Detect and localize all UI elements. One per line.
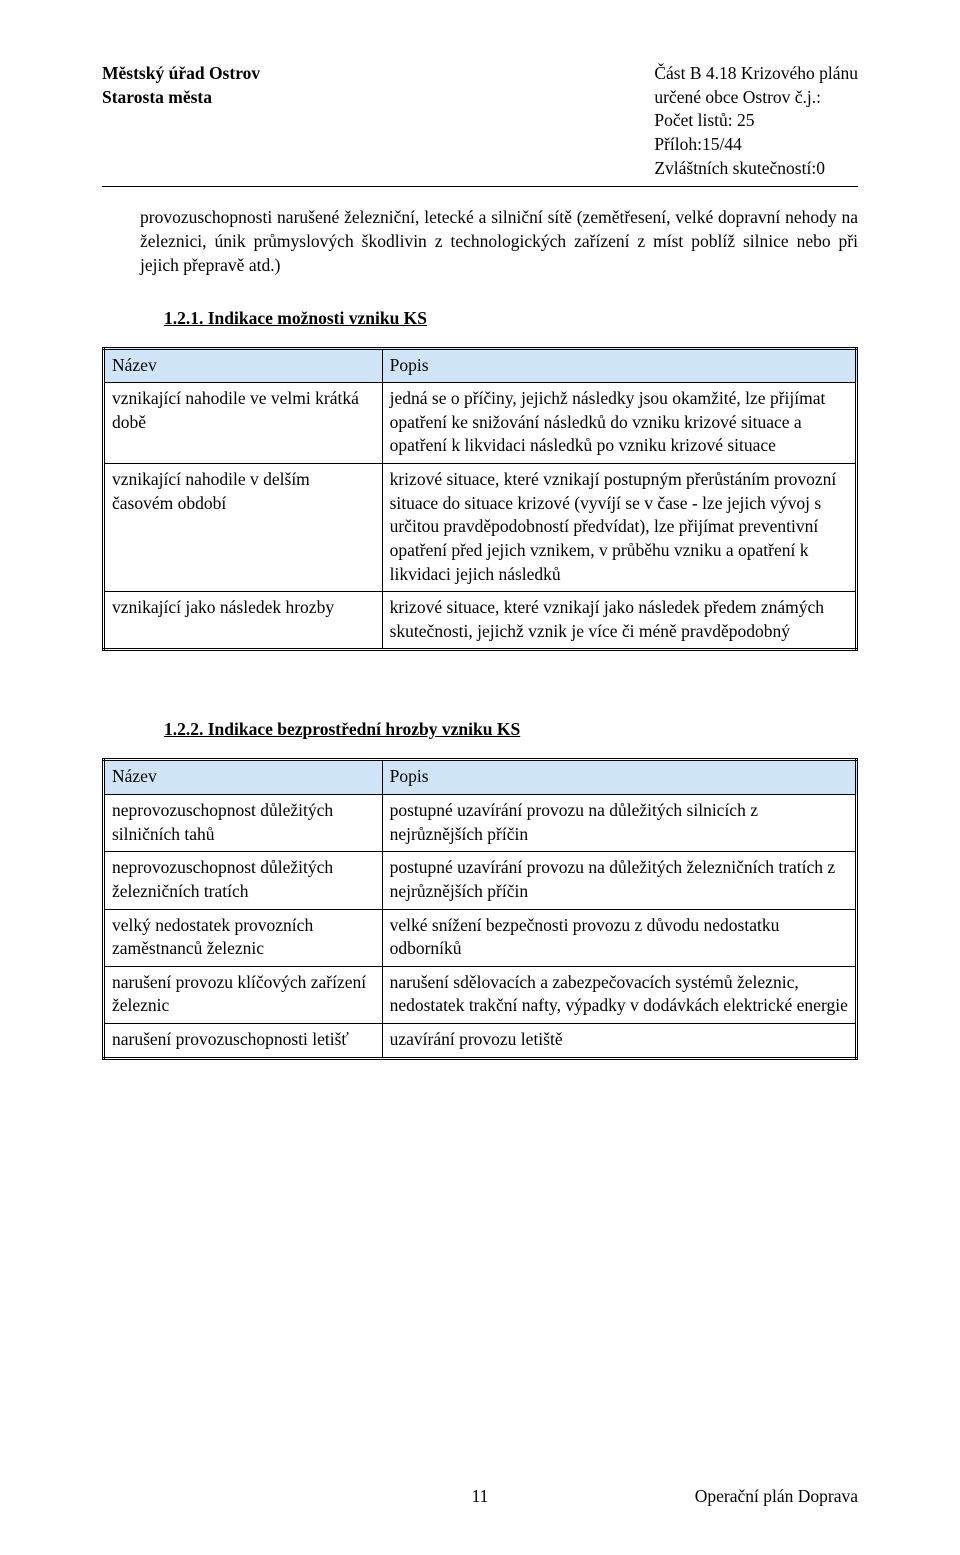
page: Městský úřad Ostrov Starosta města Část … bbox=[0, 0, 960, 1555]
cell-name: velký nedostatek provozních zaměstnanců … bbox=[104, 909, 383, 966]
header-divider bbox=[102, 186, 858, 187]
cell-desc: narušení sdělovacích a zabezpečovacích s… bbox=[382, 966, 856, 1023]
intro-paragraph: provozuschopnosti narušené železniční, l… bbox=[102, 205, 858, 277]
page-number: 11 bbox=[102, 1486, 858, 1507]
header-right-line3: Počet listů: 25 bbox=[654, 109, 858, 133]
col-name-header: Název bbox=[104, 760, 383, 795]
col-desc-header: Popis bbox=[382, 760, 856, 795]
table-121: Název Popis vznikající nahodile ve velmi… bbox=[102, 347, 858, 652]
cell-desc: uzavírání provozu letiště bbox=[382, 1024, 856, 1059]
table-row: narušení provozuschopnosti letišť uzavír… bbox=[104, 1024, 857, 1059]
table-row: narušení provozu klíčových zařízení žele… bbox=[104, 966, 857, 1023]
section-121-heading: 1.2.1. Indikace možnosti vzniku KS bbox=[164, 308, 858, 329]
cell-name: narušení provozuschopnosti letišť bbox=[104, 1024, 383, 1059]
col-desc-header: Popis bbox=[382, 348, 856, 383]
cell-desc: postupné uzavírání provozu na důležitých… bbox=[382, 795, 856, 852]
header-right: Část B 4.18 Krizového plánu určené obce … bbox=[654, 62, 858, 180]
header-left-line1: Městský úřad Ostrov bbox=[102, 62, 260, 86]
cell-desc: velké snížení bezpečnosti provozu z důvo… bbox=[382, 909, 856, 966]
section-122-heading: 1.2.2. Indikace bezprostřední hrozby vzn… bbox=[164, 719, 858, 740]
header-left-line2: Starosta města bbox=[102, 86, 260, 110]
header-right-line2: určené obce Ostrov č.j.: bbox=[654, 86, 858, 110]
header-right-line5: Zvláštních skutečností:0 bbox=[654, 157, 858, 181]
cell-name: neprovozuschopnost důležitých železniční… bbox=[104, 852, 383, 909]
cell-desc: postupné uzavírání provozu na důležitých… bbox=[382, 852, 856, 909]
table-header-row: Název Popis bbox=[104, 348, 857, 383]
col-name-header: Název bbox=[104, 348, 383, 383]
cell-name: vznikající nahodile v delším časovém obd… bbox=[104, 464, 383, 592]
cell-desc: krizové situace, které vznikají postupný… bbox=[382, 464, 856, 592]
table-row: vznikající jako následek hrozby krizové … bbox=[104, 592, 857, 650]
table-row: vznikající nahodile v delším časovém obd… bbox=[104, 464, 857, 592]
cell-name: vznikající jako následek hrozby bbox=[104, 592, 383, 650]
cell-name: neprovozuschopnost důležitých silničních… bbox=[104, 795, 383, 852]
cell-name: vznikající nahodile ve velmi krátká době bbox=[104, 383, 383, 464]
table-row: neprovozuschopnost důležitých železniční… bbox=[104, 852, 857, 909]
table-row: neprovozuschopnost důležitých silničních… bbox=[104, 795, 857, 852]
cell-name: narušení provozu klíčových zařízení žele… bbox=[104, 966, 383, 1023]
table-header-row: Název Popis bbox=[104, 760, 857, 795]
table-122: Název Popis neprovozuschopnost důležitýc… bbox=[102, 758, 858, 1059]
footer: 11 Operační plán Doprava bbox=[102, 1486, 858, 1507]
header: Městský úřad Ostrov Starosta města Část … bbox=[102, 62, 858, 180]
header-left: Městský úřad Ostrov Starosta města bbox=[102, 62, 260, 180]
header-right-line1: Část B 4.18 Krizového plánu bbox=[654, 62, 858, 86]
cell-desc: jedná se o příčiny, jejichž následky jso… bbox=[382, 383, 856, 464]
table-row: velký nedostatek provozních zaměstnanců … bbox=[104, 909, 857, 966]
header-right-line4: Příloh:15/44 bbox=[654, 133, 858, 157]
table-row: vznikající nahodile ve velmi krátká době… bbox=[104, 383, 857, 464]
cell-desc: krizové situace, které vznikají jako nás… bbox=[382, 592, 856, 650]
